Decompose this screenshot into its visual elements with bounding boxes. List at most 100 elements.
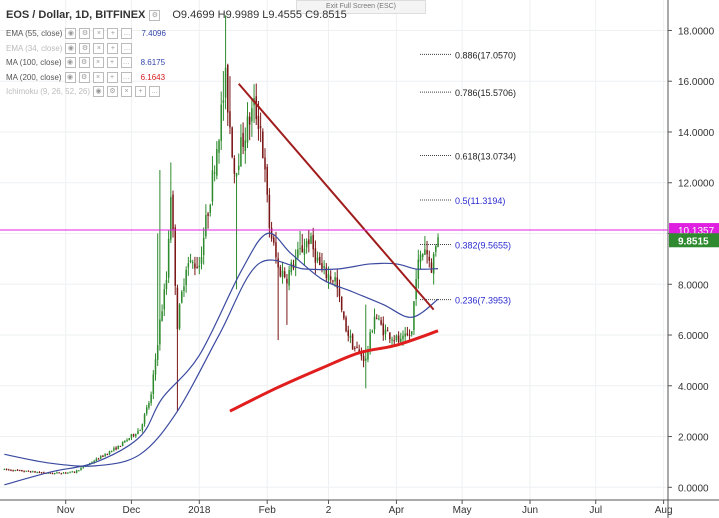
eye-icon[interactable]: ◉ — [93, 86, 105, 97]
eye-icon[interactable]: ◉ — [64, 57, 76, 68]
add-icon[interactable]: + — [107, 42, 119, 54]
candle-body — [410, 331, 413, 335]
more-icon[interactable]: … — [121, 42, 133, 54]
candle-body — [58, 472, 60, 474]
candle-body — [170, 197, 172, 240]
candle-body — [181, 291, 183, 303]
y-tick-label: 14.0000 — [678, 128, 715, 139]
candle — [410, 331, 413, 337]
candle — [174, 224, 176, 295]
close-icon[interactable]: × — [121, 86, 133, 97]
candle-body — [7, 469, 10, 471]
settings-icon[interactable]: ⚙ — [78, 57, 90, 68]
candle — [248, 112, 251, 141]
close-icon[interactable]: × — [92, 57, 104, 68]
candle — [40, 471, 43, 474]
candle — [222, 71, 225, 121]
candle-body — [227, 64, 229, 113]
candle-body — [283, 271, 286, 278]
y-tick-label: 18.0000 — [678, 26, 715, 37]
more-icon[interactable]: … — [121, 28, 133, 39]
candle — [110, 450, 113, 453]
candle-body — [408, 335, 411, 337]
candle — [334, 272, 336, 287]
candle — [426, 240, 428, 264]
candle-body — [246, 116, 249, 143]
indicator-row[interactable]: MA (200, close) ◉ ⚙ × +… 6.1643 — [6, 71, 165, 83]
more-icon[interactable]: … — [120, 57, 132, 68]
candle — [194, 256, 196, 276]
settings-icon[interactable]: ⚙ — [79, 28, 91, 39]
settings-icon[interactable]: ⚙ — [107, 86, 119, 97]
series-line-2 — [4, 232, 439, 486]
candle — [419, 250, 422, 270]
candle-body — [332, 280, 334, 282]
candle — [18, 469, 21, 472]
candle-body — [395, 335, 398, 340]
exit-fullscreen-button[interactable]: Exit Full Screen (ESC) — [296, 0, 426, 14]
resistance-trendline — [237, 83, 435, 311]
candle-body — [262, 131, 264, 159]
candle-body — [209, 204, 212, 213]
candle-body — [97, 458, 100, 460]
indicator-row[interactable]: EMA (55, close) ◉ ⚙ × +… 7.4096 — [6, 28, 166, 39]
candle-body — [400, 338, 402, 342]
candle-body — [139, 429, 141, 431]
settings-icon[interactable]: ⚙ — [78, 71, 90, 83]
candle — [67, 472, 69, 475]
candle-body — [432, 254, 435, 274]
candle-body — [121, 441, 124, 447]
candle-body — [161, 311, 163, 321]
add-icon[interactable]: + — [135, 86, 147, 97]
candle-body — [351, 334, 354, 350]
candle-body — [196, 266, 198, 269]
candle — [242, 122, 244, 155]
more-icon[interactable]: … — [120, 71, 132, 83]
candle — [224, 15, 227, 110]
add-icon[interactable]: + — [106, 57, 118, 68]
x-tick-label: Feb — [259, 505, 277, 516]
candle — [156, 233, 159, 366]
candle — [246, 102, 249, 149]
eye-icon[interactable]: ◉ — [65, 42, 77, 54]
candle-body — [364, 358, 367, 361]
candle-body — [126, 439, 128, 441]
candle — [299, 230, 301, 256]
eye-icon[interactable]: ◉ — [65, 28, 77, 39]
candle — [358, 344, 360, 353]
candle-body — [213, 172, 216, 174]
candle — [196, 257, 198, 269]
candle-body — [242, 133, 244, 147]
add-icon[interactable]: + — [106, 71, 118, 83]
candle — [303, 238, 306, 266]
close-icon[interactable]: × — [92, 71, 104, 83]
settings-icon[interactable]: ⚙ — [79, 42, 91, 54]
candle-body — [183, 286, 185, 292]
indicator-row[interactable]: EMA (34, close) ◉ ⚙ × +… — [6, 42, 133, 54]
candle-body — [233, 158, 236, 174]
candle — [213, 165, 216, 182]
candle-body — [222, 100, 225, 103]
candle — [152, 370, 155, 400]
more-icon[interactable]: … — [149, 86, 161, 97]
x-tick-label: Dec — [123, 505, 141, 516]
candle-body — [207, 213, 209, 217]
candle-body — [137, 430, 139, 435]
candle — [99, 455, 102, 459]
candle-body — [397, 335, 400, 343]
candle-body — [143, 414, 146, 424]
candle-body — [362, 355, 365, 362]
close-icon[interactable]: × — [93, 28, 105, 39]
symbol-title[interactable]: EOS / Dollar, 1D, BITFINEX — [6, 9, 146, 21]
indicator-row[interactable]: Ichimoku (9, 26, 52, 26) ◉ ⚙ × +… — [6, 86, 161, 97]
candle-body — [347, 330, 350, 336]
eye-icon[interactable]: ◉ — [64, 71, 76, 83]
close-icon[interactable]: × — [93, 42, 105, 54]
settings-icon[interactable]: ⚙ — [149, 9, 161, 21]
indicator-row[interactable]: MA (100, close) ◉ ⚙ × +… 8.6175 — [6, 57, 165, 68]
candle-body — [308, 239, 310, 245]
add-icon[interactable]: + — [107, 28, 119, 39]
candle-body — [148, 403, 150, 408]
candle-body — [321, 263, 323, 270]
